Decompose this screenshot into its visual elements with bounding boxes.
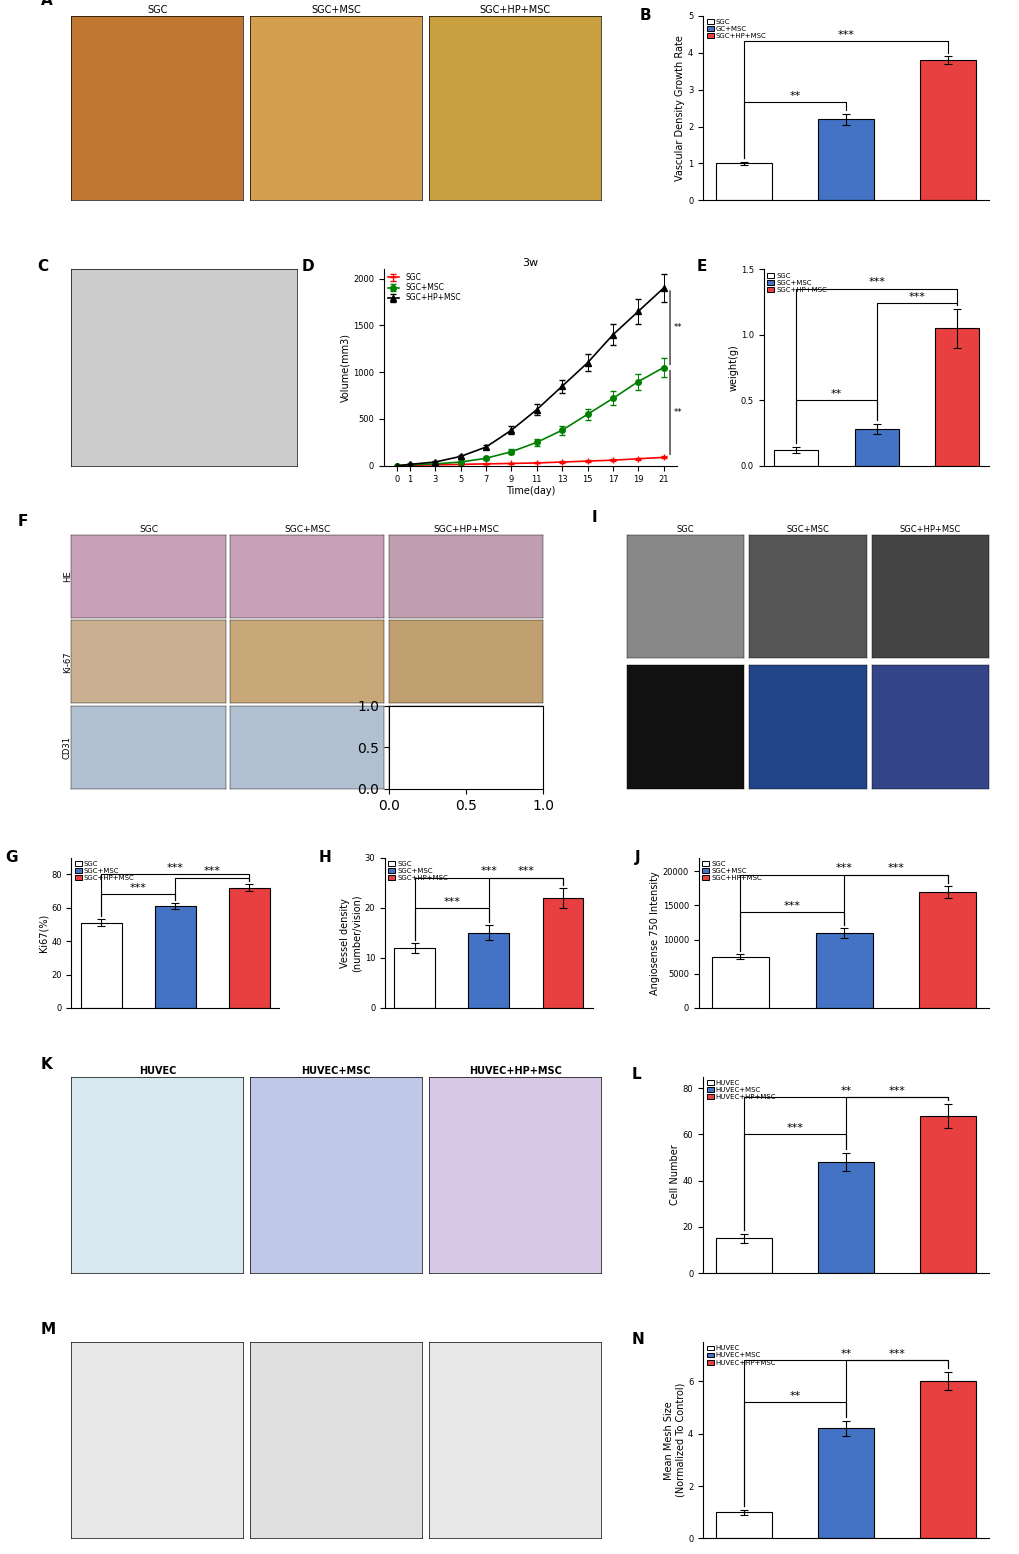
Title: SGC: SGC: [147, 5, 167, 14]
Text: N: N: [631, 1332, 644, 1347]
Y-axis label: Vascular Density Growth Rate: Vascular Density Growth Rate: [675, 36, 685, 180]
Bar: [817, 1162, 873, 1273]
X-axis label: Time(day): Time(day): [505, 486, 554, 496]
Title: HUVEC+HP+MSC: HUVEC+HP+MSC: [468, 1066, 561, 1075]
Text: J: J: [634, 850, 640, 866]
Title: SGC+MSC: SGC+MSC: [786, 525, 828, 533]
Text: **: **: [840, 1086, 851, 1096]
Title: HUVEC: HUVEC: [139, 1066, 176, 1075]
Text: **: **: [674, 323, 682, 333]
Bar: [773, 451, 817, 466]
Text: I: I: [591, 510, 596, 525]
Bar: [817, 1428, 873, 1538]
Y-axis label: CD31: CD31: [63, 735, 71, 758]
Y-axis label: HE: HE: [63, 570, 71, 581]
Text: ***: ***: [867, 277, 884, 287]
Y-axis label: Vessel density
(number/vision): Vessel density (number/vision): [340, 894, 362, 971]
Legend: SGC, SGC+MSC, SGC+HP+MSC: SGC, SGC+MSC, SGC+HP+MSC: [699, 858, 764, 884]
Legend: SGC, SGC+MSC, SGC+HP+MSC: SGC, SGC+MSC, SGC+HP+MSC: [764, 270, 829, 295]
Legend: SGC, SGC+MSC, SGC+HP+MSC: SGC, SGC+MSC, SGC+HP+MSC: [385, 858, 450, 884]
Text: **: **: [674, 409, 682, 416]
Text: ***: ***: [204, 867, 220, 876]
Text: ***: ***: [129, 883, 147, 894]
Title: SGC+HP+MSC: SGC+HP+MSC: [479, 5, 550, 14]
Bar: [715, 163, 771, 200]
Text: ***: ***: [783, 901, 800, 911]
Text: ***: ***: [888, 1086, 905, 1096]
Bar: [919, 1116, 975, 1273]
Text: ***: ***: [908, 292, 924, 301]
Text: H: H: [318, 850, 331, 866]
Bar: [934, 328, 978, 466]
Bar: [715, 1239, 771, 1273]
Title: SGC: SGC: [676, 525, 694, 533]
Title: HUVEC+MSC: HUVEC+MSC: [302, 1066, 371, 1075]
Y-axis label: Ki67(%): Ki67(%): [39, 914, 48, 953]
Text: B: B: [640, 8, 651, 23]
Text: ***: ***: [835, 864, 852, 873]
Text: ***: ***: [167, 862, 183, 873]
Bar: [155, 906, 196, 1009]
Text: L: L: [631, 1068, 641, 1082]
Bar: [81, 923, 121, 1009]
Bar: [919, 1382, 975, 1538]
Y-axis label: Cell Number: Cell Number: [669, 1145, 680, 1206]
Y-axis label: Mean Mesh Size
(Normalized To Control): Mean Mesh Size (Normalized To Control): [663, 1383, 685, 1498]
Bar: [918, 892, 975, 1009]
Text: **: **: [840, 1349, 851, 1358]
Text: **: **: [789, 1391, 800, 1400]
Legend: HUVEC, HUVEC+MSC, HUVEC+HP+MSC: HUVEC, HUVEC+MSC, HUVEC+HP+MSC: [703, 1343, 779, 1368]
Text: D: D: [302, 260, 314, 275]
Text: A: A: [41, 0, 52, 8]
Text: F: F: [17, 514, 28, 528]
Legend: SGC, SGC+MSC, SGC+HP+MSC: SGC, SGC+MSC, SGC+HP+MSC: [384, 270, 464, 306]
Text: ***: ***: [837, 30, 854, 40]
Text: ***: ***: [443, 897, 460, 906]
Title: SGC+MSC: SGC+MSC: [311, 5, 361, 14]
Title: SGC+MSC: SGC+MSC: [284, 525, 330, 533]
Title: SGC+HP+MSC: SGC+HP+MSC: [433, 525, 498, 533]
Text: E: E: [696, 260, 706, 275]
Title: SGC+HP+MSC: SGC+HP+MSC: [899, 525, 960, 533]
Text: ***: ***: [887, 864, 904, 873]
Text: ***: ***: [888, 1349, 905, 1358]
Bar: [394, 948, 435, 1009]
Text: G: G: [5, 850, 17, 866]
Y-axis label: Ki-67: Ki-67: [63, 651, 71, 673]
Text: **: **: [830, 388, 842, 399]
Text: C: C: [38, 260, 49, 275]
Title: 3w: 3w: [522, 258, 538, 269]
Bar: [711, 957, 768, 1009]
Bar: [715, 1512, 771, 1538]
Text: **: **: [789, 92, 800, 101]
Bar: [815, 932, 871, 1009]
Y-axis label: Volume(mm3): Volume(mm3): [340, 333, 350, 402]
Legend: SGC, SGC+MSC, SGC+HP+MSC: SGC, SGC+MSC, SGC+HP+MSC: [72, 858, 138, 884]
Text: ***: ***: [786, 1124, 803, 1133]
Legend: SGC, GC+MSC, SGC+HP+MSC: SGC, GC+MSC, SGC+HP+MSC: [703, 16, 768, 42]
Bar: [468, 932, 508, 1009]
Y-axis label: weight(g): weight(g): [728, 343, 738, 392]
Legend: HUVEC, HUVEC+MSC, HUVEC+HP+MSC: HUVEC, HUVEC+MSC, HUVEC+HP+MSC: [703, 1077, 779, 1103]
Text: ***: ***: [480, 867, 497, 876]
Y-axis label: Angiosense 750 Intensity: Angiosense 750 Intensity: [649, 870, 659, 995]
Bar: [542, 898, 583, 1009]
Bar: [919, 61, 975, 200]
Bar: [817, 120, 873, 200]
Title: SGC: SGC: [139, 525, 158, 533]
Bar: [228, 887, 269, 1009]
Text: K: K: [41, 1057, 52, 1072]
Text: ***: ***: [517, 867, 534, 876]
Bar: [854, 429, 898, 466]
Text: M: M: [41, 1322, 55, 1338]
